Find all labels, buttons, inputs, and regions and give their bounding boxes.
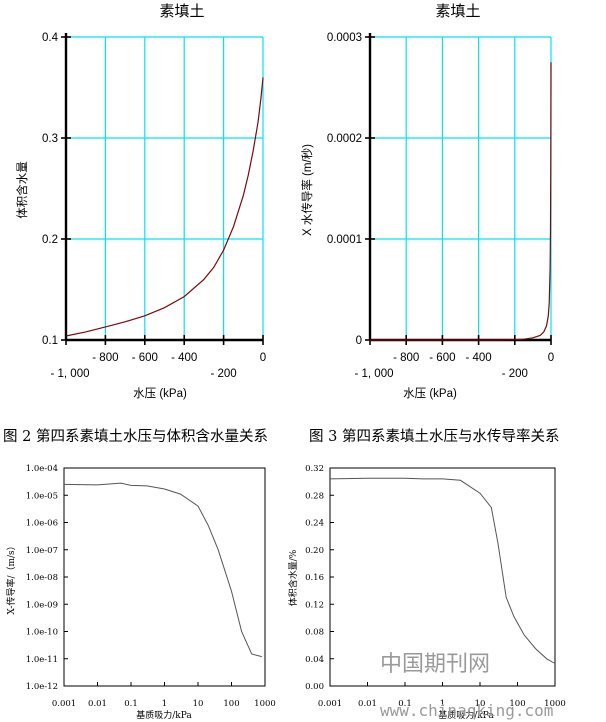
chart-water-content-vs-pressure: 素填土 0.1 0.2 0.3 0.4 - 800 - 600 - 400 0 - 1, 00… — [15, 2, 266, 400]
grid — [66, 36, 264, 340]
x-tick-labels: 0.001 0.01 0.1 1 10 100 1000 — [318, 699, 566, 709]
x-axis-label: 水压 (kPa) — [403, 387, 457, 400]
grid — [370, 36, 552, 340]
y-tick-label: 0.2 — [42, 234, 58, 246]
x-tick-label: 0.01 — [358, 699, 377, 709]
y-tick-label: 0.12 — [305, 600, 324, 610]
x-tick-label: - 200 — [502, 368, 528, 380]
x-axis-label: 基质吸力/kPa — [136, 709, 192, 721]
x-tick-label: 1000 — [254, 699, 276, 709]
series-line — [370, 62, 552, 341]
y-tick-labels: 1.0e-12 1.0e-11 1.0e-10 1.0e-09 1.0e-08 1.0e-… — [26, 464, 58, 692]
y-tick-label: 1.0e-11 — [26, 655, 58, 665]
series-line — [329, 477, 556, 664]
y-tick-label: 1.0e-09 — [26, 600, 58, 610]
x-tick-label: 10 — [193, 699, 204, 709]
axes — [365, 33, 552, 345]
x-tick-label: 0.1 — [124, 699, 138, 709]
series-line — [63, 482, 262, 658]
axes — [63, 467, 266, 687]
x-tick-label: 0.001 — [318, 699, 342, 709]
y-tick-label: 0.24 — [305, 519, 324, 529]
y-tick-label: 0.20 — [305, 546, 324, 556]
chart-conductivity-vs-pressure: 素填土 0 0.0001 0.0002 0.0003 - 800 - 600 - 400 0… — [300, 2, 554, 400]
y-tick-label: 1.0e-08 — [26, 573, 58, 583]
plot-frame — [63, 467, 266, 687]
watermark-url: www.chinaqking.com — [380, 701, 553, 720]
y-tick-labels: 0 0.0001 0.0002 0.0003 — [327, 32, 362, 347]
x-tick-label: 100 — [223, 699, 239, 709]
axes — [329, 467, 556, 687]
y-tick-label: 1.0e-06 — [26, 519, 58, 529]
x-tick-label: - 600 — [429, 352, 455, 364]
x-tick-label: - 400 — [465, 352, 491, 364]
x-tick-labels: 0.001 0.01 0.1 1 10 100 1000 — [52, 699, 276, 709]
y-axis-label: X 水传导率 (m/秒) — [300, 144, 314, 236]
x-tick-label: 1 — [162, 699, 167, 709]
y-axis-label: X-传导率/（m/s） — [5, 541, 17, 614]
x-tick-label: - 400 — [171, 352, 197, 364]
caption-fig3: 图 3 第四系素填土水压与水传导率关系 — [309, 427, 559, 445]
y-tick-label: 0.0002 — [327, 133, 362, 145]
y-tick-label: 0.3 — [42, 133, 58, 145]
y-axis-label: 体积含水量 — [15, 161, 29, 219]
x-axis-label: 水压 (kPa) — [133, 387, 187, 400]
axes — [61, 33, 264, 345]
x-tick-label: 10 — [475, 699, 486, 709]
x-tick-label: - 1, 000 — [51, 368, 90, 380]
chart-title: 素填土 — [435, 2, 480, 20]
y-tick-label: 1.0e-05 — [26, 491, 58, 501]
x-tick-label: 1000 — [544, 699, 566, 709]
y-tick-labels: 0.00 0.04 0.08 0.12 0.16 0.20 0.24 0.28 0.32 — [305, 464, 324, 692]
y-tick-label: 1.0e-07 — [26, 546, 58, 556]
y-tick-label: 0.0001 — [327, 234, 362, 246]
x-tick-label: 1 — [440, 699, 445, 709]
x-tick-label: 0 — [260, 352, 266, 364]
x-tick-label: - 1, 000 — [355, 368, 394, 380]
y-tick-label: 0.4 — [42, 32, 59, 44]
y-tick-label: 0.04 — [305, 655, 324, 665]
y-tick-label: 0.08 — [305, 628, 324, 638]
y-axis-label: 体积含水量/% — [287, 549, 299, 606]
y-tick-label: 0.0003 — [327, 32, 362, 44]
x-tick-label: - 800 — [393, 352, 419, 364]
chart-title: 素填土 — [159, 2, 204, 20]
x-tick-label: 0.1 — [398, 699, 412, 709]
chart-water-content-vs-suction: 0.00 0.04 0.08 0.12 0.16 0.20 0.24 0.28 0.32 0.0… — [287, 464, 566, 721]
y-tick-label: 1.0e-04 — [26, 464, 58, 474]
caption-fig2: 图 2 第四系素填土水压与体积含水量关系 — [3, 427, 268, 445]
series-line — [65, 77, 264, 337]
x-tick-labels: - 800 - 600 - 400 0 - 1, 000 - 200 — [355, 352, 555, 380]
x-tick-labels: - 800 - 600 - 400 0 - 1, 000 - 200 — [51, 352, 267, 380]
chart-conductivity-vs-suction: 1.0e-12 1.0e-11 1.0e-10 1.0e-09 1.0e-08 1.0e-… — [5, 464, 276, 721]
x-tick-label: 0.001 — [52, 699, 76, 709]
y-tick-label: 1.0e-12 — [26, 682, 58, 692]
y-tick-label: 0.1 — [42, 335, 58, 347]
x-tick-label: 0.01 — [88, 699, 107, 709]
y-tick-label: 0.32 — [305, 464, 324, 474]
x-axis-label: 基质吸力/kPa — [438, 709, 494, 721]
x-tick-label: - 200 — [210, 368, 236, 380]
y-tick-label: 0.00 — [305, 682, 324, 692]
y-tick-label: 0 — [356, 335, 362, 347]
watermark-cn: 中国期刊网 — [380, 652, 490, 677]
y-tick-label: 0.28 — [305, 491, 324, 501]
x-tick-label: 0 — [548, 352, 554, 364]
y-tick-labels: 0.1 0.2 0.3 0.4 — [42, 32, 59, 347]
x-tick-label: - 800 — [92, 352, 118, 364]
y-tick-label: 0.16 — [305, 573, 324, 583]
x-tick-label: - 600 — [132, 352, 158, 364]
x-tick-label: 100 — [509, 699, 525, 709]
y-tick-label: 1.0e-10 — [26, 628, 58, 638]
